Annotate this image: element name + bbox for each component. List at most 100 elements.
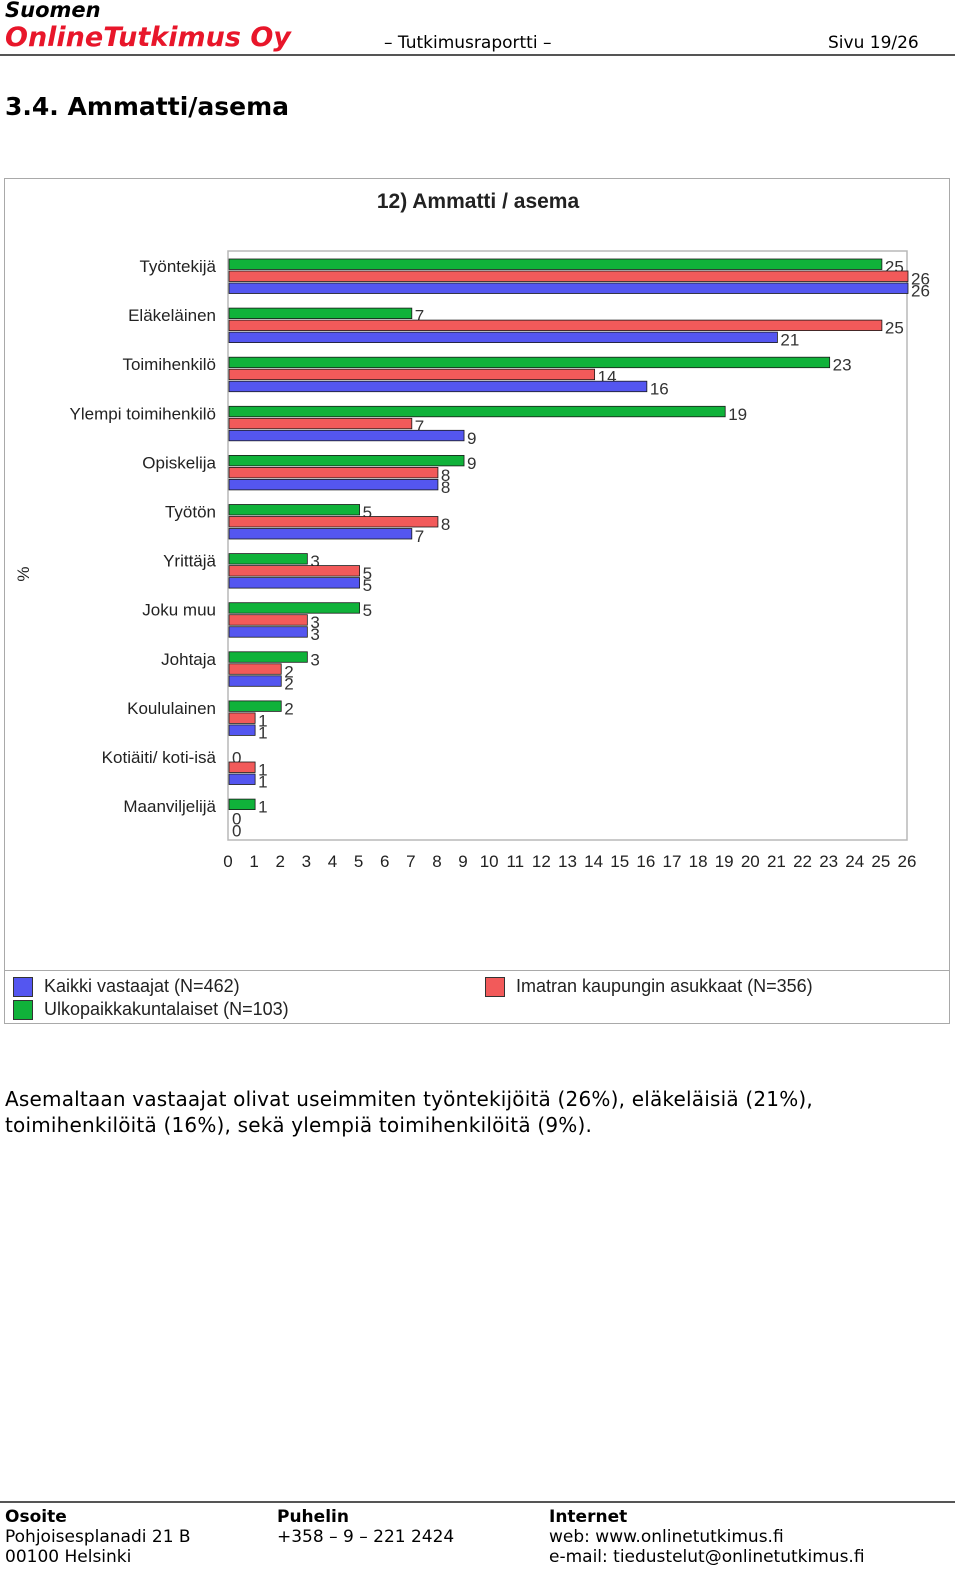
bar <box>228 454 465 467</box>
data-label: 26 <box>911 282 930 301</box>
bar <box>228 663 282 675</box>
x-tick-label: 23 <box>819 852 838 871</box>
x-tick-label: 13 <box>558 852 577 871</box>
bar <box>228 528 413 540</box>
brand-name-top: Suomen <box>5 0 101 22</box>
data-label: 1 <box>258 723 267 742</box>
bar <box>228 270 909 282</box>
summary-paragraph: Asemaltaan vastaajat olivat useimmiten t… <box>5 1087 813 1137</box>
legend-divider <box>5 970 949 971</box>
bar <box>228 405 726 418</box>
x-tick-label: 16 <box>636 852 655 871</box>
x-tick-label: 12 <box>532 852 551 871</box>
footer-address-street: Pohjoisesplanadi 21 B <box>5 1527 191 1547</box>
footer-address-heading: Osoite <box>5 1507 67 1527</box>
bar <box>228 466 439 479</box>
footer-email[interactable]: e-mail: tiedustelut@onlinetutkimus.fi <box>549 1547 865 1567</box>
bar <box>228 356 831 369</box>
bar <box>228 553 308 565</box>
bar <box>228 380 648 393</box>
x-tick-label: 11 <box>506 852 524 871</box>
data-label: 3 <box>310 625 319 644</box>
x-tick-label: 25 <box>871 852 890 871</box>
legend-label-all: Kaikki vastaajat (N=462) <box>44 976 240 996</box>
data-label: 0 <box>232 822 241 841</box>
bar <box>228 307 413 320</box>
data-label: 5 <box>363 564 372 583</box>
bar <box>228 504 360 516</box>
legend-label-imatra: Imatran kaupungin asukkaat (N=356) <box>516 976 813 996</box>
category-label: Kotiäiti/ koti-isä <box>102 748 217 767</box>
data-label: 16 <box>650 380 669 399</box>
data-label: 1 <box>258 761 267 780</box>
bar <box>228 417 413 430</box>
footer-internet-heading: Internet <box>549 1507 628 1527</box>
category-label: Eläkeläinen <box>128 306 216 325</box>
x-tick-label: 2 <box>275 852 284 871</box>
bar <box>228 282 909 294</box>
x-tick-label: 10 <box>480 852 499 871</box>
x-tick-label: 5 <box>354 852 363 871</box>
category-label: Toimihenkilö <box>122 355 216 374</box>
bar <box>228 429 465 442</box>
x-tick-label: 0 <box>223 852 232 871</box>
bar <box>228 626 308 638</box>
x-tick-label: 4 <box>328 852 337 871</box>
data-label: 7 <box>415 307 424 326</box>
footer-divider <box>0 1501 955 1503</box>
x-tick-label: 8 <box>432 852 441 871</box>
data-label: 26 <box>911 270 930 289</box>
page-number: Sivu 19/26 <box>828 33 919 53</box>
x-tick-label: 7 <box>406 852 415 871</box>
x-tick-label: 14 <box>584 852 603 871</box>
data-label: 8 <box>441 478 450 497</box>
report-label: – Tutkimusraportti – <box>384 33 552 53</box>
category-label: Työntekijä <box>139 257 216 276</box>
x-tick-label: 24 <box>845 852 864 871</box>
category-label: Johtaja <box>161 650 216 669</box>
data-label: 2 <box>284 699 293 718</box>
bar <box>228 331 778 344</box>
category-label: Yrittäjä <box>163 552 216 571</box>
legend-swatch-outside <box>13 1000 33 1020</box>
chart-frame <box>4 178 950 1024</box>
bar-chart: 12) Ammatti / asema%0 1 2 3 4 5 6 7 8 9 10 11 12 13 14… <box>14 190 930 871</box>
legend-swatch-all <box>13 977 33 997</box>
category-label: Koululainen <box>127 699 216 718</box>
data-label: 9 <box>467 454 476 473</box>
data-label: 1 <box>258 711 267 730</box>
data-label: 2 <box>284 662 293 681</box>
data-label: 21 <box>780 331 799 350</box>
data-label: 7 <box>415 527 424 546</box>
y-axis-label: % <box>14 566 33 581</box>
x-tick-label: 20 <box>741 852 760 871</box>
footer-phone: +358 – 9 – 221 2424 <box>277 1527 455 1547</box>
data-label: 8 <box>441 466 450 485</box>
x-tick-label: 9 <box>458 852 467 871</box>
bar <box>228 724 256 736</box>
legend-label-outside: Ulkopaikkakuntalaiset (N=103) <box>44 999 289 1019</box>
data-label: 5 <box>363 503 372 522</box>
chart-title: 12) Ammatti / asema <box>377 190 580 213</box>
data-label: 9 <box>467 429 476 448</box>
category-label: Työtön <box>165 503 216 522</box>
data-label: 3 <box>310 650 319 669</box>
x-tick-label: 18 <box>689 852 708 871</box>
x-tick-label: 17 <box>663 852 682 871</box>
plot-area-border <box>227 250 908 841</box>
bar <box>228 602 360 614</box>
category-label: Maanviljelijä <box>123 797 216 816</box>
data-label: 1 <box>258 773 267 792</box>
footer-web[interactable]: web: www.onlinetutkimus.fi <box>549 1527 784 1547</box>
bar <box>228 516 439 528</box>
data-label: 3 <box>310 613 319 632</box>
data-label: 3 <box>310 552 319 571</box>
data-label: 19 <box>728 405 747 424</box>
footer-address-city: 00100 Helsinki <box>5 1547 132 1567</box>
data-label: 23 <box>833 356 852 375</box>
bar <box>228 712 256 724</box>
bar <box>228 614 308 626</box>
bar <box>228 651 308 663</box>
x-tick-label: 21 <box>767 852 786 871</box>
bar <box>228 565 360 577</box>
